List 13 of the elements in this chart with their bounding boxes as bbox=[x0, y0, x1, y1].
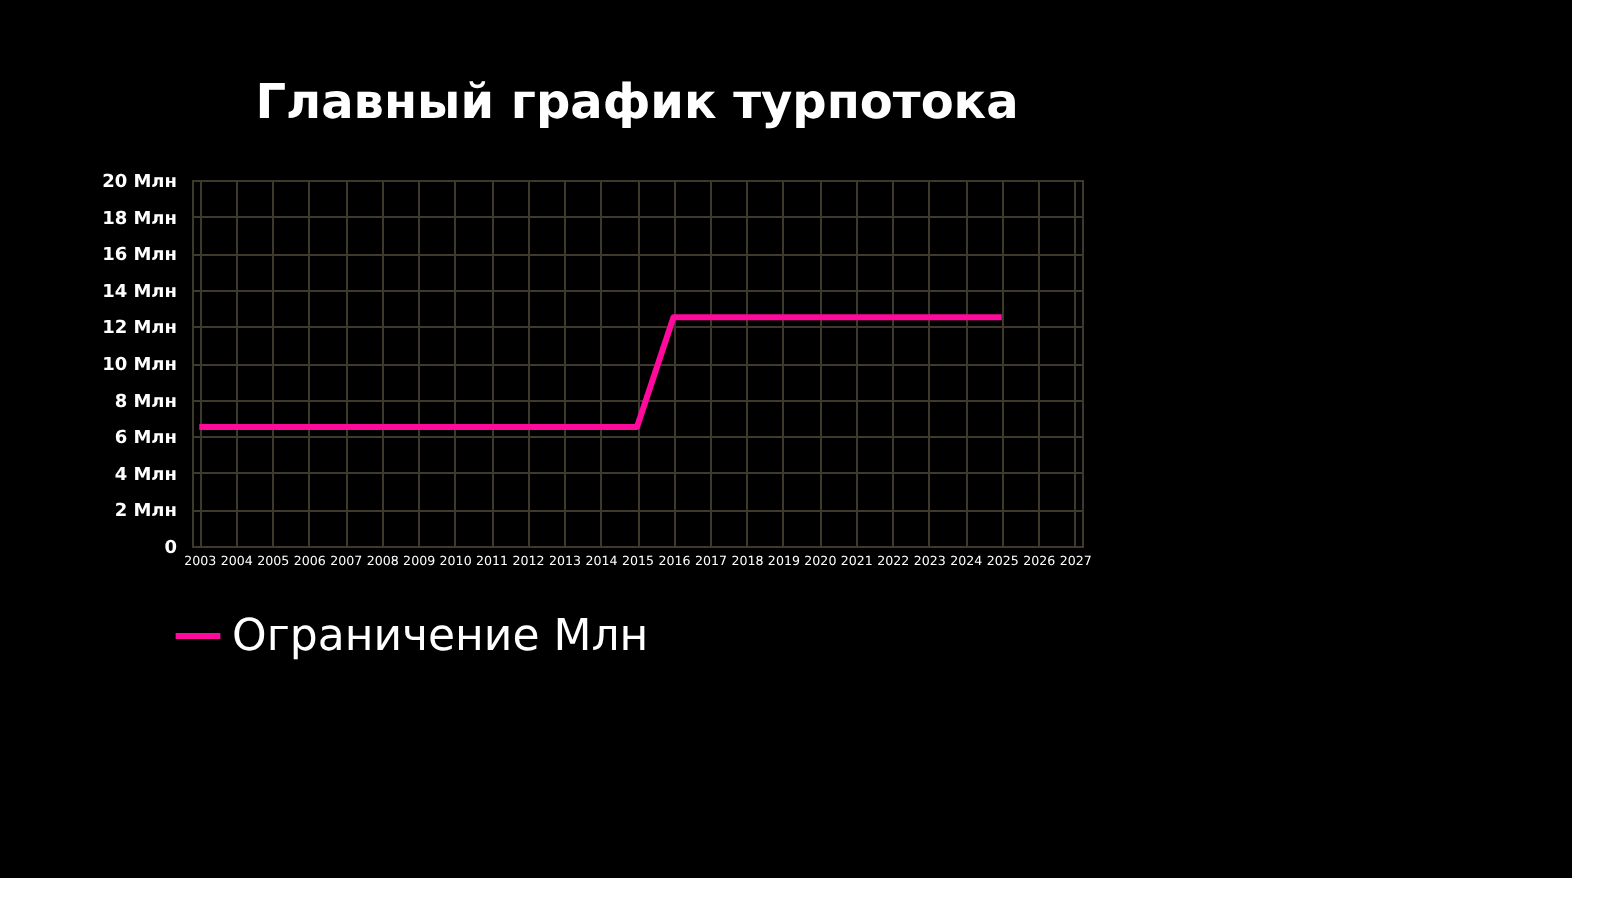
y-tick-label: 16 Млн bbox=[102, 246, 177, 267]
y-tick-label: 8 Млн bbox=[114, 392, 177, 413]
y-tick-label: 4 Млн bbox=[114, 465, 177, 486]
y-tick-label: 20 Млн bbox=[102, 173, 177, 193]
legend-label: Ограничение Млн bbox=[232, 612, 649, 662]
y-tick-label: 0 bbox=[164, 539, 177, 559]
y-tick-label: 10 Млн bbox=[102, 356, 177, 376]
y-tick-label: 18 Млн bbox=[102, 209, 177, 230]
y-tick-label: 12 Млн bbox=[102, 319, 177, 340]
y-tick-label: 6 Млн bbox=[114, 429, 177, 450]
y-tick-label: 2 Млн bbox=[114, 502, 177, 523]
y-tick-label: 14 Млн bbox=[102, 282, 177, 303]
chart-title: Главный график турпотока bbox=[255, 74, 1019, 130]
